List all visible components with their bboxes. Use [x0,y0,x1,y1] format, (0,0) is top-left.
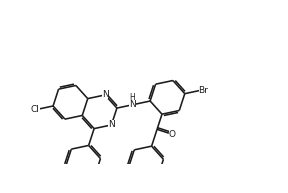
Text: O: O [169,130,176,139]
Text: N: N [102,91,108,99]
Text: H: H [130,93,135,102]
Text: Br: Br [198,86,209,95]
Text: Cl: Cl [31,105,39,114]
Text: N: N [108,120,115,130]
Text: N: N [129,100,136,109]
